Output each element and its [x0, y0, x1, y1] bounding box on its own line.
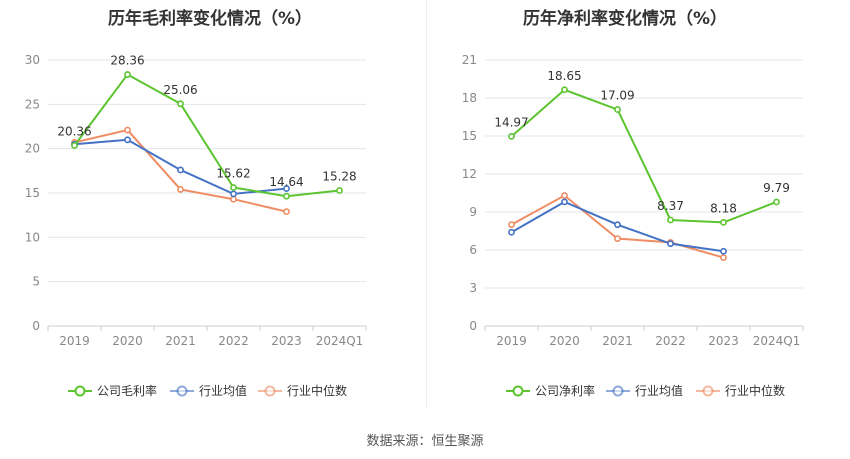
data-point-median — [124, 126, 131, 134]
data-point-median — [177, 186, 184, 193]
x-tick-label: 2020 — [112, 334, 143, 348]
data-point-avg — [177, 166, 184, 174]
legend-label-company: 公司净利率 — [535, 383, 595, 398]
data-point-company — [283, 192, 290, 200]
data-point-avg — [124, 136, 131, 144]
legend-label-median: 行业中位数 — [725, 383, 785, 398]
y-tick-label: 10 — [25, 230, 40, 244]
x-tick-label: 2021 — [602, 334, 633, 348]
x-tick-label: 2021 — [165, 334, 196, 348]
y-tick-label: 5 — [32, 275, 40, 289]
legend-swatch-marker-median — [702, 385, 714, 397]
data-point-company — [561, 86, 568, 94]
y-tick-label: 0 — [469, 319, 477, 333]
y-tick-label: 15 — [25, 186, 40, 200]
legend-label-avg: 行业均值 — [199, 383, 247, 398]
data-source-label: 数据来源： — [366, 434, 432, 449]
legend-label-avg: 行业均值 — [635, 383, 683, 398]
series-line-company — [73, 73, 340, 198]
legend-swatch-marker-company — [74, 385, 86, 397]
legend-swatch-marker-avg — [612, 385, 624, 397]
data-label: 8.18 — [710, 201, 737, 215]
legend-swatch-marker-median — [264, 385, 276, 397]
data-point-company — [773, 198, 780, 206]
x-tick-label: 2020 — [549, 334, 580, 348]
data-point-company — [508, 132, 515, 140]
chart-title-net-margin: 历年净利率变化情况（%） — [522, 9, 728, 29]
data-point-avg — [283, 185, 290, 192]
data-source-value: 恒生聚源 — [431, 434, 484, 449]
data-source: 数据来源：恒生聚源 — [0, 430, 850, 449]
data-label: 20.36 — [57, 124, 91, 138]
y-tick-label: 21 — [462, 53, 477, 67]
net-margin-chart: 0 3 6 9 12 15 18 21 2019 2020 2021 2022 2023 2024Q1 14… — [462, 53, 804, 398]
data-point-median — [283, 208, 290, 216]
series-line-company — [510, 88, 777, 224]
legend-swatch-marker-avg — [176, 385, 188, 397]
data-point-median — [230, 195, 237, 203]
data-label: 8.37 — [657, 199, 684, 213]
legend-label-company: 公司毛利率 — [97, 383, 157, 398]
data-point-median — [720, 254, 727, 261]
x-tick-label: 2022 — [655, 334, 686, 348]
data-label: 28.36 — [110, 54, 144, 68]
gross-margin-chart: 0 5 10 15 20 25 30 2019 2020 2021 2022 2023 2024Q1 20… — [25, 53, 367, 398]
data-label: 14.64 — [269, 175, 303, 189]
data-point-company — [124, 71, 131, 78]
data-point-avg — [614, 221, 621, 229]
data-point-company — [614, 106, 621, 113]
data-point-avg — [561, 198, 568, 206]
y-tick-label: 3 — [469, 281, 477, 295]
y-tick-label: 9 — [469, 205, 477, 219]
data-point-avg — [667, 240, 674, 248]
x-tick-label: 2022 — [218, 334, 249, 348]
data-point-median — [614, 235, 621, 242]
data-point-company — [177, 100, 184, 108]
x-tick-label: 2023 — [271, 334, 302, 348]
y-tick-label: 15 — [462, 129, 477, 143]
data-point-avg — [508, 228, 515, 236]
data-point-median — [561, 192, 568, 199]
data-point-company — [667, 216, 674, 224]
data-label: 18.65 — [547, 69, 581, 83]
panel-divider — [426, 0, 427, 408]
data-point-median — [508, 221, 515, 229]
x-tick-label: 2023 — [708, 334, 739, 348]
y-tick-label: 25 — [25, 97, 40, 111]
chart-title-gross-margin: 历年毛利率变化情况（%） — [107, 9, 313, 29]
data-point-avg — [230, 190, 237, 198]
data-point-company — [336, 187, 343, 194]
data-label: 15.62 — [216, 167, 250, 181]
data-label: 17.09 — [600, 89, 634, 103]
y-tick-label: 20 — [25, 142, 40, 156]
x-tick-label: 2019 — [496, 334, 527, 348]
y-tick-label: 0 — [32, 319, 40, 333]
y-tick-label: 30 — [25, 53, 40, 67]
x-tick-label: 2024Q1 — [753, 334, 801, 348]
data-label: 25.06 — [163, 83, 197, 97]
data-point-avg — [720, 247, 727, 255]
y-tick-label: 18 — [462, 91, 477, 105]
legend-swatch-marker-company — [512, 385, 524, 397]
data-label: 15.28 — [322, 170, 356, 184]
y-tick-label: 6 — [469, 243, 477, 257]
data-point-company — [720, 218, 727, 226]
x-tick-label: 2019 — [59, 334, 90, 348]
data-point-company — [71, 142, 78, 149]
data-label: 14.97 — [494, 115, 528, 129]
data-label: 9.79 — [763, 181, 790, 195]
y-tick-label: 12 — [462, 167, 477, 181]
x-tick-label: 2024Q1 — [316, 334, 364, 348]
legend-label-median: 行业中位数 — [287, 383, 347, 398]
data-point-company — [230, 184, 237, 191]
